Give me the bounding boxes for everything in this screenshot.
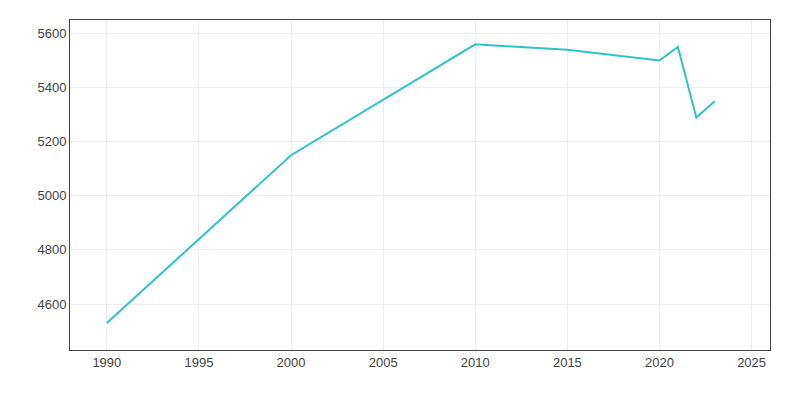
svg-text:5200: 5200: [37, 134, 66, 149]
svg-text:2020: 2020: [645, 355, 674, 370]
svg-text:5400: 5400: [37, 80, 66, 95]
svg-text:2010: 2010: [461, 355, 490, 370]
svg-text:1990: 1990: [92, 355, 121, 370]
svg-text:2025: 2025: [737, 355, 766, 370]
svg-text:1995: 1995: [184, 355, 213, 370]
svg-text:2015: 2015: [553, 355, 582, 370]
svg-text:2000: 2000: [277, 355, 306, 370]
svg-text:5000: 5000: [37, 188, 66, 203]
svg-text:4800: 4800: [37, 242, 66, 257]
svg-text:4600: 4600: [37, 297, 66, 312]
svg-text:2005: 2005: [369, 355, 398, 370]
svg-text:5600: 5600: [37, 26, 66, 41]
